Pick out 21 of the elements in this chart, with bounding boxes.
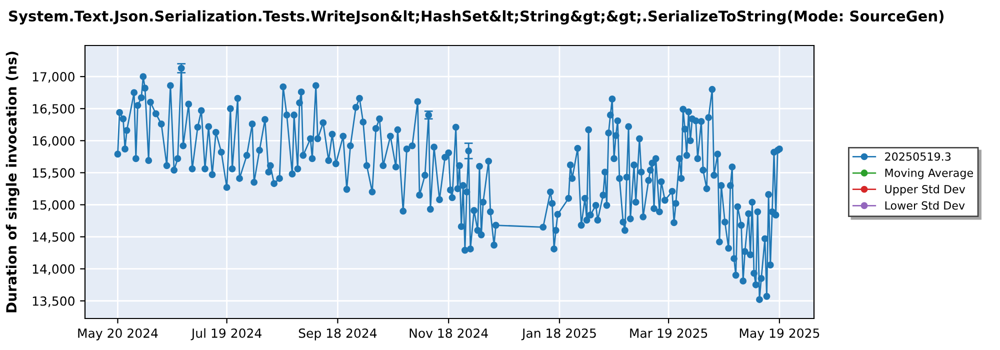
x-tick-label: Jan 18 2025 bbox=[521, 328, 596, 340]
y-tick-label: 16,000 bbox=[32, 136, 74, 147]
legend-label: Moving Average bbox=[885, 168, 973, 180]
legend-label: 20250519.3 bbox=[885, 152, 951, 161]
x-tick-label: Sep 18 2024 bbox=[298, 328, 377, 340]
y-tick-label: 14,500 bbox=[32, 232, 74, 243]
x-tick-label: Mar 19 2025 bbox=[630, 328, 708, 338]
y-axis-title: Duration of single invocation (ns) bbox=[6, 52, 20, 312]
y-tick-label: 16,500 bbox=[32, 104, 74, 115]
chart-title: System.Text.Json.Serialization.Tests.WriteJson&lt;HashSet&lt;String&gt;&gt;.SerializeToString(Mode: SourceGen) bbox=[9, 10, 944, 24]
legend-label: Lower Std Dev bbox=[885, 201, 965, 210]
y-tick-label: 13,500 bbox=[32, 296, 74, 308]
x-tick-label: Jul 19 2024 bbox=[190, 328, 262, 340]
y-tick-label: 17,000 bbox=[32, 72, 74, 83]
x-tick-label: May 19 2025 bbox=[740, 328, 820, 340]
y-tick-label: 15,000 bbox=[32, 200, 74, 211]
x-tick-label: May 20 2024 bbox=[78, 328, 158, 340]
legend-label: Upper Std Dev bbox=[885, 184, 966, 196]
y-tick-label: 14,000 bbox=[32, 264, 74, 276]
x-tick-label: Nov 18 2024 bbox=[410, 328, 488, 338]
y-tick-label: 15,500 bbox=[32, 168, 74, 179]
